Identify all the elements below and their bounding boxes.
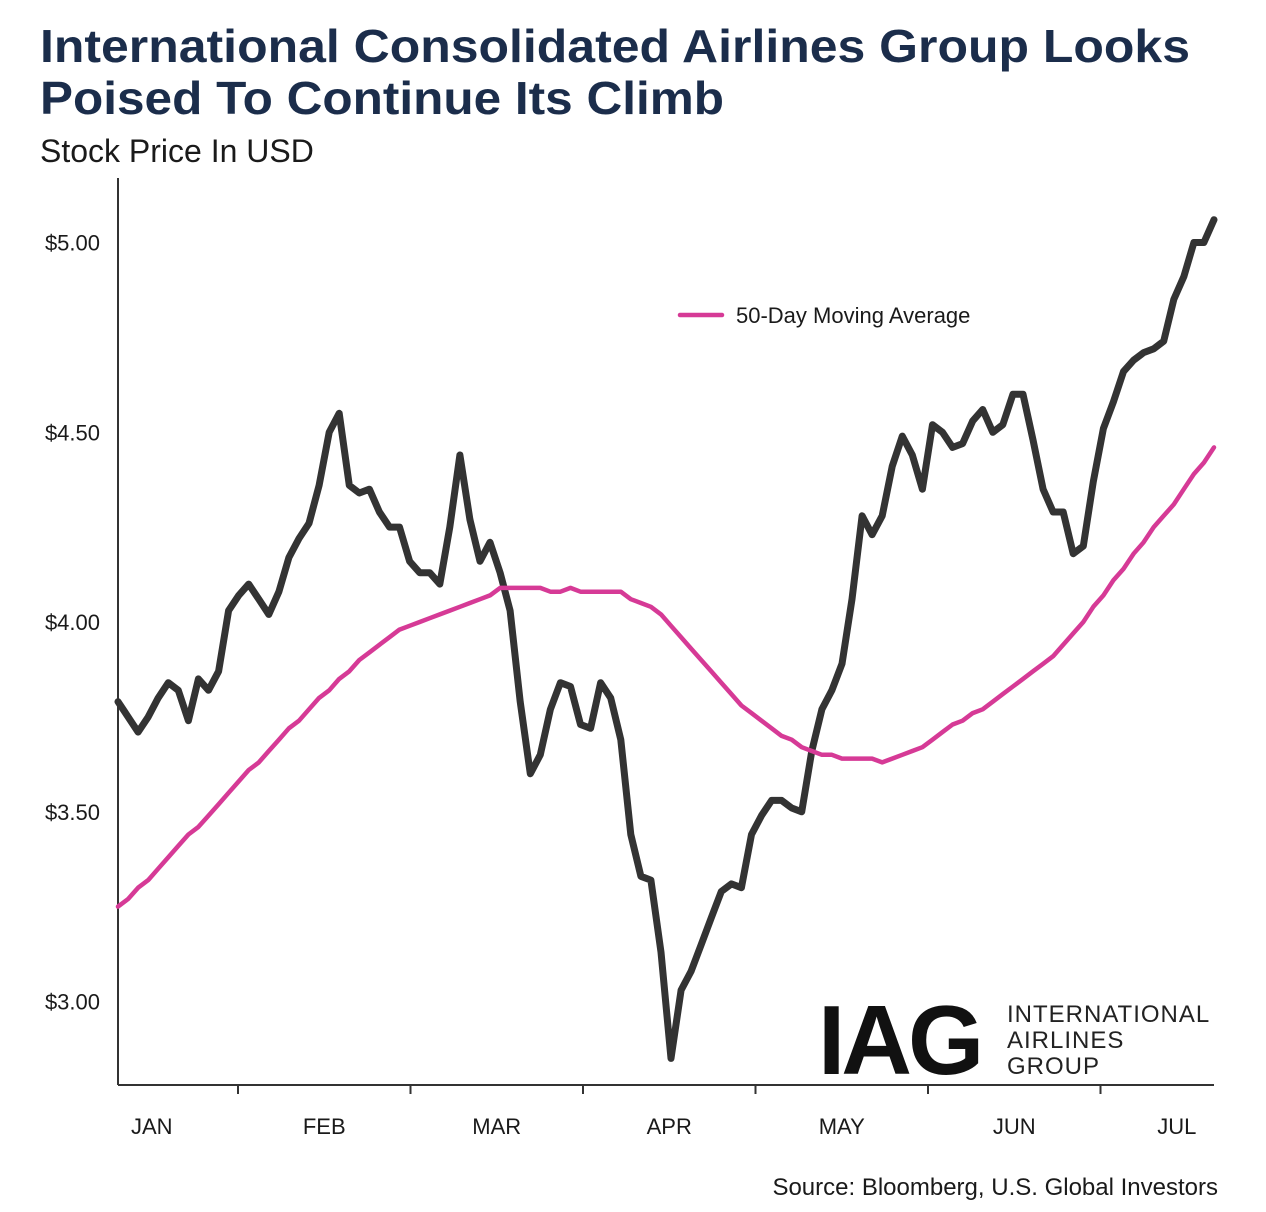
- x-tick-label: FEB: [303, 1114, 346, 1139]
- x-tick-label: JUN: [993, 1114, 1036, 1139]
- y-tick-label: $3.50: [45, 800, 100, 825]
- series-line: [115, 445, 1217, 909]
- chart-title: International Consolidated Airlines Grou…: [40, 20, 1190, 72]
- x-tick-label: JUL: [1157, 1114, 1196, 1139]
- chart-title: Poised To Continue Its Climb: [40, 72, 724, 124]
- chart-subtitle: Stock Price In USD: [40, 133, 314, 169]
- y-tick-label: $5.00: [45, 231, 100, 256]
- y-tick-label: $3.00: [45, 990, 100, 1015]
- logo-text: GROUP: [1007, 1053, 1100, 1080]
- x-tick-label: MAY: [819, 1114, 865, 1139]
- x-tick-label: JAN: [131, 1114, 173, 1139]
- x-tick-label: MAR: [472, 1114, 521, 1139]
- y-tick-label: $4.50: [45, 420, 100, 445]
- y-tick-label: $4.00: [45, 610, 100, 635]
- legend-label: 50-Day Moving Average: [736, 303, 970, 328]
- series-line: [114, 216, 1218, 1062]
- source-note: Source: Bloomberg, U.S. Global Investors: [772, 1174, 1218, 1201]
- logo-text: INTERNATIONAL: [1007, 1001, 1210, 1028]
- x-tick-label: APR: [647, 1114, 692, 1139]
- logo-text: AIRLINES: [1007, 1027, 1124, 1054]
- logo-mark: IAG: [818, 985, 980, 1095]
